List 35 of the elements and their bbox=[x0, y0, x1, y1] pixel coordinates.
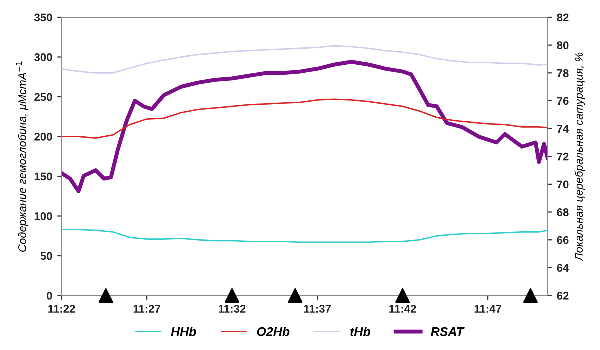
x-tick-label: 11:32 bbox=[219, 305, 246, 313]
y2-tick-label: 66 bbox=[557, 236, 569, 244]
x-tick-label: 11:42 bbox=[390, 305, 416, 313]
x-tick-label: 11:37 bbox=[304, 305, 332, 313]
y2-tick-label: 80 bbox=[557, 42, 569, 50]
y2-tick-label: 76 bbox=[557, 97, 569, 106]
y2-tick-label: 68 bbox=[557, 208, 569, 216]
legend-label: tHb bbox=[350, 327, 371, 336]
y-tick-label: 150 bbox=[34, 172, 52, 181]
legend-label: HHb bbox=[171, 327, 196, 336]
y-tick-label: 0 bbox=[47, 292, 52, 300]
line-series bbox=[62, 98, 548, 140]
y-tick-label: 200 bbox=[34, 133, 52, 141]
y2-axis-title: Локальная церебральная сатурация, % bbox=[574, 52, 586, 262]
legend-label: RSAT bbox=[431, 327, 465, 336]
y2-tick-label: 62 bbox=[557, 292, 569, 300]
y2-tick-label: 78 bbox=[557, 69, 569, 78]
x-tick-label: 11:47 bbox=[474, 305, 502, 313]
legend-label: O2Hb bbox=[257, 327, 290, 336]
y-tick-label: 300 bbox=[34, 54, 52, 62]
y2-tick-label: 64 bbox=[557, 264, 570, 272]
y2-tick-label: 72 bbox=[557, 152, 569, 161]
y-tick-label: 350 bbox=[34, 14, 52, 22]
y2-tick-label: 82 bbox=[557, 14, 569, 22]
line-series bbox=[62, 229, 548, 244]
y2-tick-label: 70 bbox=[557, 180, 569, 189]
x-tick-label: 11:22 bbox=[48, 305, 76, 313]
line-series bbox=[62, 60, 548, 194]
y-axis-title: Содержание гемоглобина, μMстA$^{−1}$ bbox=[16, 62, 29, 252]
y-tick-label: 250 bbox=[34, 93, 52, 102]
y2-tick-label: 74 bbox=[557, 125, 570, 133]
y-tick-label: 50 bbox=[40, 252, 52, 260]
y-tick-label: 100 bbox=[34, 212, 52, 220]
x-tick-label: 11:27 bbox=[134, 305, 160, 313]
line-series bbox=[62, 45, 548, 74]
